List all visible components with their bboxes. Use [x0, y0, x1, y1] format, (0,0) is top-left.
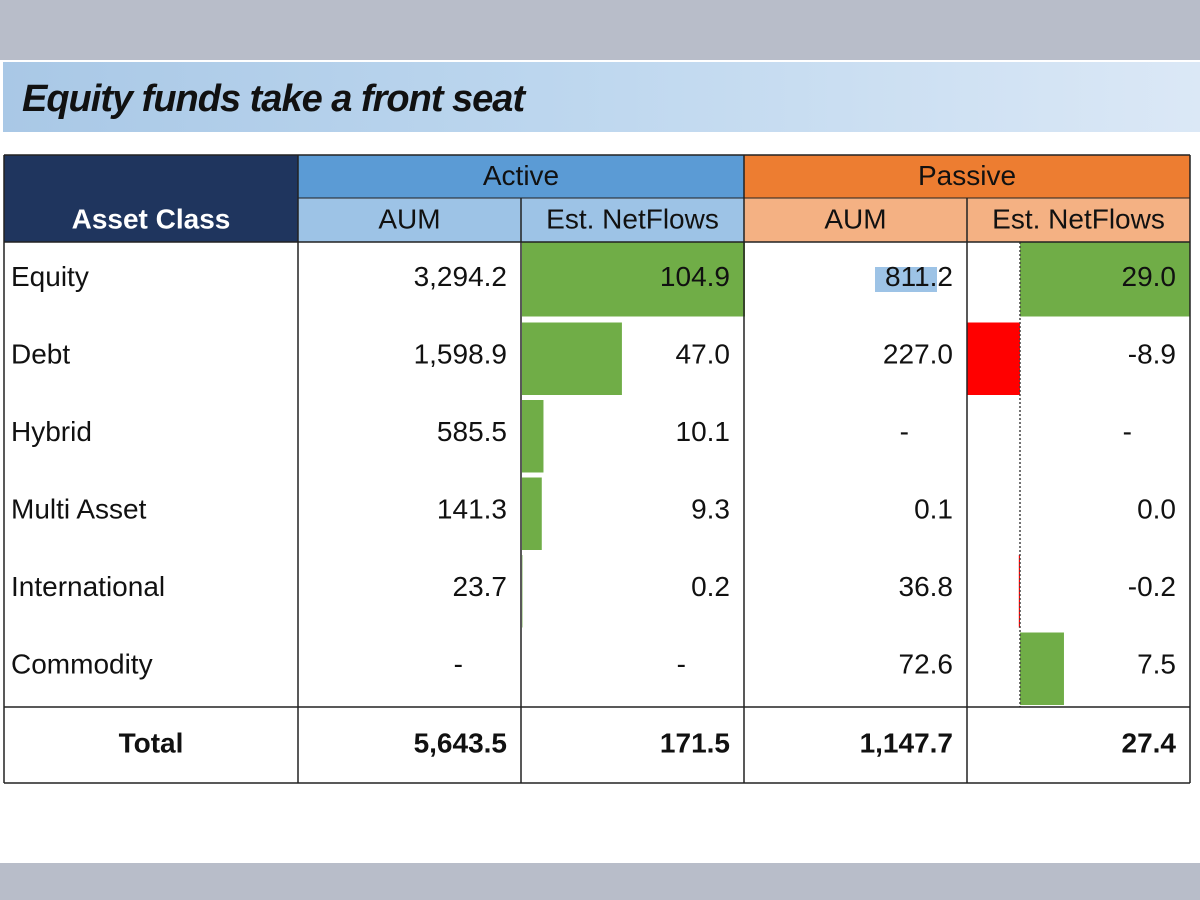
total-active-aum: 5,643.5 — [414, 727, 507, 758]
cell-passive-flows-4: -0.2 — [1128, 571, 1176, 602]
row-label-1: Debt — [11, 339, 70, 370]
column-header-3: Est. NetFlows — [992, 203, 1165, 234]
passive-flow-bar-0 — [1020, 242, 1190, 317]
active-header-label: Active — [483, 160, 559, 191]
cell-active-flows-1: 47.0 — [676, 339, 731, 370]
total-passive-flows: 27.4 — [1122, 727, 1177, 758]
column-header-2: AUM — [824, 203, 886, 234]
cell-active-flows-5: - — [677, 649, 686, 680]
cell-active-flows-2: 10.1 — [676, 416, 731, 447]
bottom-band — [0, 863, 1200, 900]
cell-active-flows-0: 104.9 — [660, 261, 730, 292]
cell-passive-flows-3: 0.0 — [1137, 494, 1176, 525]
top-band — [0, 0, 1200, 60]
column-header-0: AUM — [378, 203, 440, 234]
cell-passive-aum-2: - — [900, 416, 909, 447]
total-active-flows: 171.5 — [660, 727, 730, 758]
cell-active-flows-3: 9.3 — [691, 494, 730, 525]
cell-passive-flows-2: - — [1123, 416, 1132, 447]
row-label-3: Multi Asset — [11, 494, 147, 525]
cell-active-flows-4: 0.2 — [691, 571, 730, 602]
total-passive-aum: 1,147.7 — [860, 727, 953, 758]
cell-active-aum-3: 141.3 — [437, 494, 507, 525]
row-label-5: Commodity — [11, 649, 153, 680]
row-label-4: International — [11, 571, 165, 602]
passive-flow-bar-5 — [1020, 632, 1064, 705]
row-label-2: Hybrid — [11, 416, 92, 447]
passive-header-cell — [744, 155, 1190, 198]
total-label: Total — [119, 727, 184, 758]
column-header-1: Est. NetFlows — [546, 203, 719, 234]
passive-flow-bar-1 — [967, 322, 1020, 395]
cell-passive-aum-5: 72.6 — [899, 649, 954, 680]
passive-header-label: Passive — [918, 160, 1016, 191]
cell-active-aum-0: 3,294.2 — [414, 261, 507, 292]
active-header-cell — [298, 155, 744, 198]
cell-active-aum-2: 585.5 — [437, 416, 507, 447]
cell-passive-flows-1: -8.9 — [1128, 339, 1176, 370]
active-flow-bar-3 — [522, 477, 542, 550]
cell-active-aum-5: - — [454, 649, 463, 680]
active-flow-bar-1 — [522, 322, 622, 395]
cell-passive-aum-0: 811.2 — [885, 261, 953, 292]
active-flow-bar-0 — [522, 242, 745, 317]
cell-passive-flows-5: 7.5 — [1137, 649, 1176, 680]
cell-passive-aum-3: 0.1 — [914, 494, 953, 525]
slide-title: Equity funds take a front seat — [22, 78, 525, 120]
corner-header-cell — [4, 155, 298, 242]
active-flow-bar-2 — [522, 400, 544, 473]
cell-passive-flows-0: 29.0 — [1122, 261, 1177, 292]
cell-active-aum-1: 1,598.9 — [414, 339, 507, 370]
cell-active-aum-4: 23.7 — [453, 571, 508, 602]
cell-passive-aum-1: 227.0 — [883, 339, 953, 370]
title-banner — [3, 62, 1200, 132]
asset-class-header: Asset Class — [72, 203, 231, 234]
row-label-0: Equity — [11, 261, 89, 292]
passive-aum-bar-0 — [875, 267, 937, 292]
cell-passive-aum-4: 36.8 — [899, 571, 954, 602]
